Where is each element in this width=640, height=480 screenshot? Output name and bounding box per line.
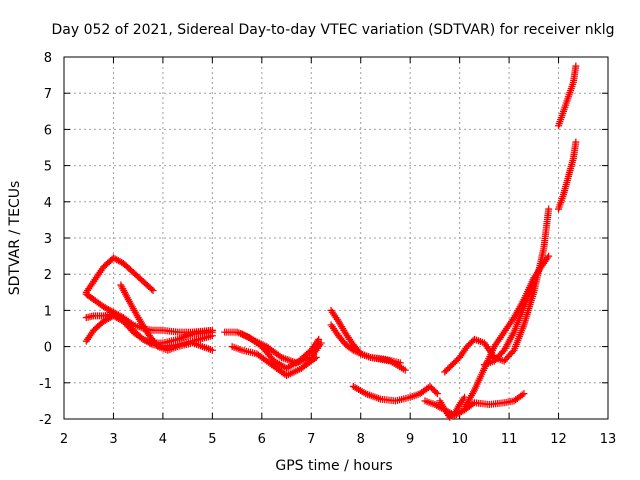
data-point: [401, 366, 409, 374]
data-point: [545, 205, 553, 213]
x-tick-label: 6: [258, 432, 266, 447]
x-tick-label: 8: [357, 432, 365, 447]
data-point: [148, 285, 156, 293]
y-tick-label: 3: [44, 232, 52, 247]
y-tick-label: -1: [39, 377, 52, 392]
data-point: [208, 328, 216, 336]
data-point: [433, 390, 441, 398]
x-axis-label: GPS time / hours: [275, 458, 392, 474]
data-point: [545, 252, 553, 260]
x-tick-label: 11: [501, 432, 518, 447]
data-point: [572, 138, 580, 146]
data-point: [572, 62, 580, 70]
chart-title: Day 052 of 2021, Sidereal Day-to-day VTE…: [52, 22, 615, 38]
y-tick-label: 4: [44, 196, 52, 211]
data-point: [276, 352, 284, 360]
data-point: [469, 400, 477, 408]
data-point: [520, 390, 528, 398]
data-point: [317, 339, 325, 347]
y-tick-label: 1: [44, 304, 52, 319]
y-tick-label: 7: [44, 87, 52, 102]
x-tick-label: 12: [550, 432, 567, 447]
data-point: [461, 393, 469, 401]
x-tick-label: 4: [159, 432, 167, 447]
x-tick-label: 5: [208, 432, 216, 447]
x-tick-label: 13: [600, 432, 617, 447]
x-tick-label: 9: [406, 432, 414, 447]
y-tick-label: 5: [44, 160, 52, 175]
data-point: [396, 359, 404, 367]
y-tick-label: 6: [44, 123, 52, 138]
data-point: [509, 348, 517, 356]
data-point: [530, 277, 538, 285]
data-point: [432, 388, 440, 396]
y-tick-label: -2: [39, 413, 52, 428]
x-tick-label: 3: [109, 432, 117, 447]
data-point: [208, 346, 216, 354]
data-points: [82, 62, 580, 421]
x-tick-label: 7: [307, 432, 315, 447]
data-point: [315, 335, 323, 343]
x-tick-label: 10: [451, 432, 468, 447]
data-point: [149, 286, 157, 294]
data-point: [518, 391, 526, 399]
data-point: [137, 334, 145, 342]
y-axis-label: SDTVAR / TECUs: [7, 181, 23, 296]
y-tick-label: 0: [44, 341, 52, 356]
y-tick-label: 8: [44, 51, 52, 66]
y-tick-label: 2: [44, 268, 52, 283]
x-tick-label: 2: [60, 432, 68, 447]
data-point: [246, 334, 254, 342]
